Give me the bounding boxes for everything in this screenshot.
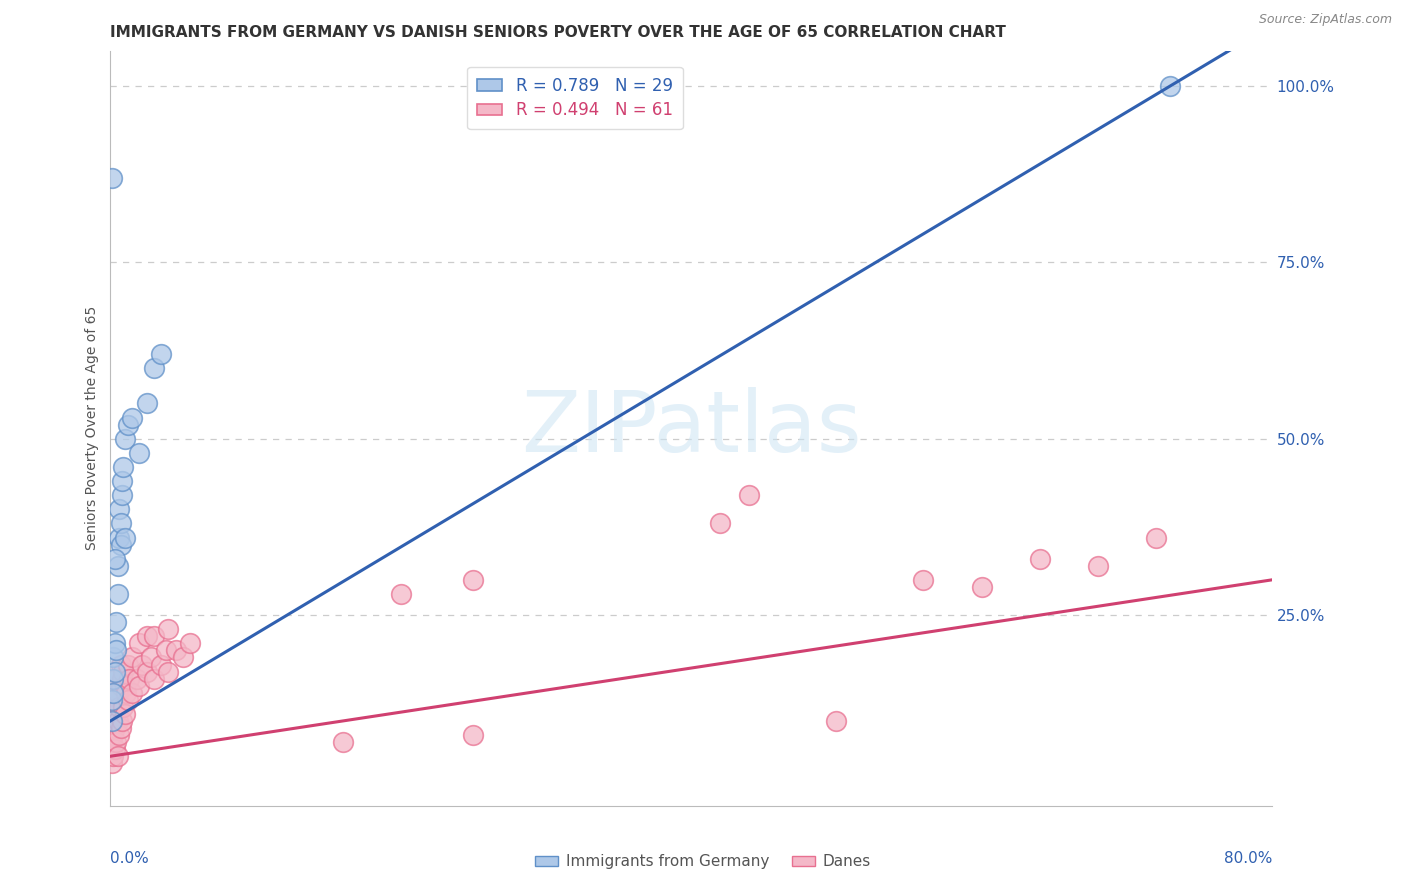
Point <box>150 657 173 672</box>
Point <box>825 714 848 728</box>
Point <box>104 636 127 650</box>
Point <box>111 672 134 686</box>
Point <box>107 749 129 764</box>
Point <box>111 714 134 728</box>
Point <box>105 615 128 630</box>
Point <box>101 735 124 749</box>
Point <box>121 650 143 665</box>
Point <box>114 531 136 545</box>
Point <box>108 699 131 714</box>
Point <box>101 714 124 728</box>
Point <box>128 446 150 460</box>
Point <box>131 657 153 672</box>
Point <box>104 742 127 756</box>
Point <box>463 573 485 587</box>
Point <box>139 650 162 665</box>
Point <box>114 679 136 693</box>
Point <box>332 735 354 749</box>
Point <box>101 693 124 707</box>
Point <box>107 686 129 700</box>
Point <box>118 672 141 686</box>
Point <box>738 488 761 502</box>
Point <box>117 417 139 432</box>
Point <box>114 706 136 721</box>
Point <box>105 672 128 686</box>
Point <box>1159 78 1181 93</box>
Point <box>1087 558 1109 573</box>
Point <box>155 643 177 657</box>
Point <box>112 665 135 679</box>
Point <box>110 679 132 693</box>
Point <box>103 749 125 764</box>
Point <box>111 488 134 502</box>
Point <box>110 721 132 735</box>
Point <box>107 558 129 573</box>
Point <box>107 587 129 601</box>
Point <box>101 756 124 771</box>
Point <box>103 686 125 700</box>
Point <box>912 573 935 587</box>
Point <box>128 679 150 693</box>
Point <box>135 665 157 679</box>
Point <box>121 410 143 425</box>
Point <box>121 686 143 700</box>
Point <box>110 538 132 552</box>
Point <box>1144 531 1167 545</box>
Point <box>103 650 125 665</box>
Point <box>135 396 157 410</box>
Point <box>125 672 148 686</box>
Point <box>970 580 993 594</box>
Text: ZIPatlas: ZIPatlas <box>520 386 862 470</box>
Point <box>112 699 135 714</box>
Point <box>150 347 173 361</box>
Point <box>110 516 132 531</box>
Legend: R = 0.789   N = 29, R = 0.494   N = 61: R = 0.789 N = 29, R = 0.494 N = 61 <box>467 67 683 129</box>
Point <box>103 699 125 714</box>
Point <box>117 657 139 672</box>
Text: 0.0%: 0.0% <box>111 851 149 866</box>
Text: IMMIGRANTS FROM GERMANY VS DANISH SENIORS POVERTY OVER THE AGE OF 65 CORRELATION: IMMIGRANTS FROM GERMANY VS DANISH SENIOR… <box>111 25 1007 40</box>
Point <box>104 686 127 700</box>
Point <box>165 643 187 657</box>
Point <box>115 686 138 700</box>
Point <box>128 636 150 650</box>
Point <box>101 714 124 728</box>
Point <box>112 460 135 475</box>
Point <box>104 551 127 566</box>
Point <box>110 657 132 672</box>
Point <box>389 587 412 601</box>
Point <box>101 170 124 185</box>
Point <box>103 728 125 742</box>
Point <box>135 629 157 643</box>
Point <box>104 721 127 735</box>
Point <box>104 665 127 679</box>
Point <box>108 502 131 516</box>
Point <box>108 728 131 742</box>
Point <box>107 714 129 728</box>
Point <box>157 622 180 636</box>
Point <box>1028 551 1050 566</box>
Point <box>111 474 134 488</box>
Point <box>105 706 128 721</box>
Point <box>143 629 166 643</box>
Legend: Immigrants from Germany, Danes: Immigrants from Germany, Danes <box>529 848 877 875</box>
Point <box>105 735 128 749</box>
Point <box>463 728 485 742</box>
Point <box>143 361 166 376</box>
Point <box>105 643 128 657</box>
Point <box>709 516 731 531</box>
Point <box>108 531 131 545</box>
Point <box>143 672 166 686</box>
Point <box>157 665 180 679</box>
Text: Source: ZipAtlas.com: Source: ZipAtlas.com <box>1258 13 1392 27</box>
Point <box>114 432 136 446</box>
Point <box>103 672 125 686</box>
Point <box>117 693 139 707</box>
Text: 80.0%: 80.0% <box>1223 851 1272 866</box>
Point <box>172 650 194 665</box>
Y-axis label: Seniors Poverty Over the Age of 65: Seniors Poverty Over the Age of 65 <box>86 306 100 550</box>
Point <box>179 636 201 650</box>
